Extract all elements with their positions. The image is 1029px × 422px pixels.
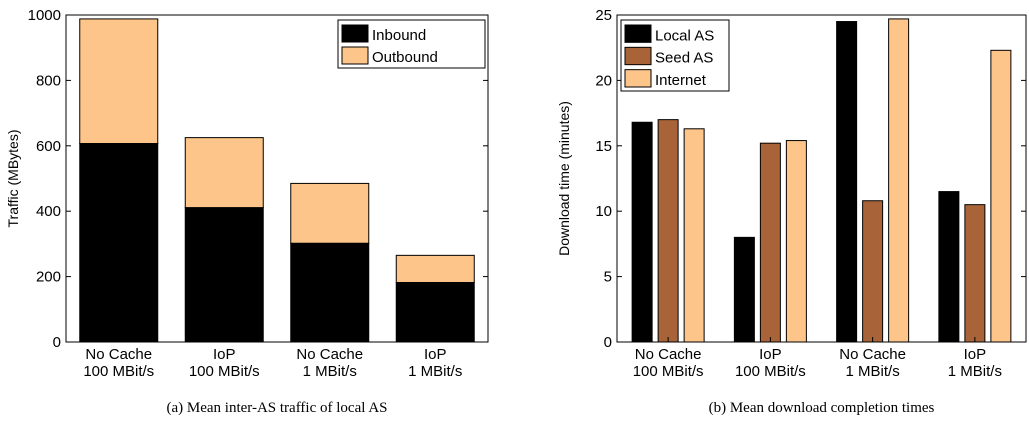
bar <box>785 140 807 343</box>
bar <box>862 200 884 343</box>
y-tick-label: 400 <box>36 203 61 220</box>
x-tick-label: No Cache 1 MBit/s <box>839 346 906 380</box>
x-tick-label: No Cache 100 MBit/s <box>633 346 704 380</box>
bar <box>184 137 264 209</box>
y-axis-label: Download time (minutes) <box>556 101 572 256</box>
y-tick-label: 20 <box>595 72 612 89</box>
y-tick-label: 800 <box>36 72 61 89</box>
y-axis-label: Traffic (MBytes) <box>5 129 21 227</box>
bar <box>964 204 986 343</box>
bar <box>888 18 910 343</box>
x-tick-label: IoP 100 MBit/s <box>735 346 806 380</box>
bar <box>683 128 705 343</box>
y-tick-label: 600 <box>36 138 61 155</box>
legend-label: Outbound <box>372 49 438 66</box>
bar <box>79 18 159 145</box>
y-tick-label: 5 <box>604 269 612 286</box>
legend: Inbound Outbound <box>337 19 486 69</box>
bar <box>631 121 653 343</box>
legend-swatch <box>341 46 369 65</box>
plot-frame <box>65 14 489 343</box>
x-tick-label: IoP 1 MBit/s <box>948 346 1002 380</box>
bar <box>990 49 1012 343</box>
bar <box>290 242 370 343</box>
x-tick-label: IoP 1 MBit/s <box>408 346 462 380</box>
y-tick-label: 15 <box>595 138 612 155</box>
x-tick-label: No Cache 100 MBit/s <box>83 346 154 380</box>
legend-label: Local AS <box>655 27 714 44</box>
chart-traffic: No Cache 100 MBit/s IoP 100 MBit/s No Cache 1… <box>5 7 489 416</box>
bar <box>759 142 781 343</box>
legend-label: Inbound <box>372 27 426 44</box>
legend: Local AS Seed AS Internet <box>620 19 730 92</box>
y-tick-label: 25 <box>595 7 612 24</box>
chart-download-time: No Cache 100 MBit/s IoP 100 MBit/s No Cache 1… <box>556 7 1027 416</box>
legend-swatch <box>624 24 652 43</box>
bar <box>395 281 475 343</box>
legend-swatch <box>341 24 369 43</box>
bar <box>836 21 858 343</box>
bar <box>290 182 370 244</box>
bar <box>395 254 475 283</box>
plot-frame <box>616 14 1027 343</box>
bar <box>184 207 264 343</box>
y-tick-label: 0 <box>604 334 612 351</box>
legend-swatch <box>624 69 652 88</box>
x-tick-label: IoP 100 MBit/s <box>189 346 260 380</box>
bar <box>657 119 679 343</box>
figure-caption: (a) Mean inter-AS traffic of local AS <box>166 400 387 416</box>
bar <box>79 143 159 343</box>
y-tick-label: 1000 <box>28 7 61 24</box>
legend-label: Internet <box>655 72 707 89</box>
y-tick-label: 0 <box>53 334 61 351</box>
y-tick-label: 200 <box>36 269 61 286</box>
bar <box>938 191 960 343</box>
bar <box>733 236 755 343</box>
legend-label: Seed AS <box>655 50 713 67</box>
y-tick-label: 10 <box>595 203 612 220</box>
figure-caption: (b) Mean download completion times <box>709 400 935 416</box>
x-tick-label: No Cache 1 MBit/s <box>296 346 363 380</box>
legend-swatch <box>624 46 652 66</box>
